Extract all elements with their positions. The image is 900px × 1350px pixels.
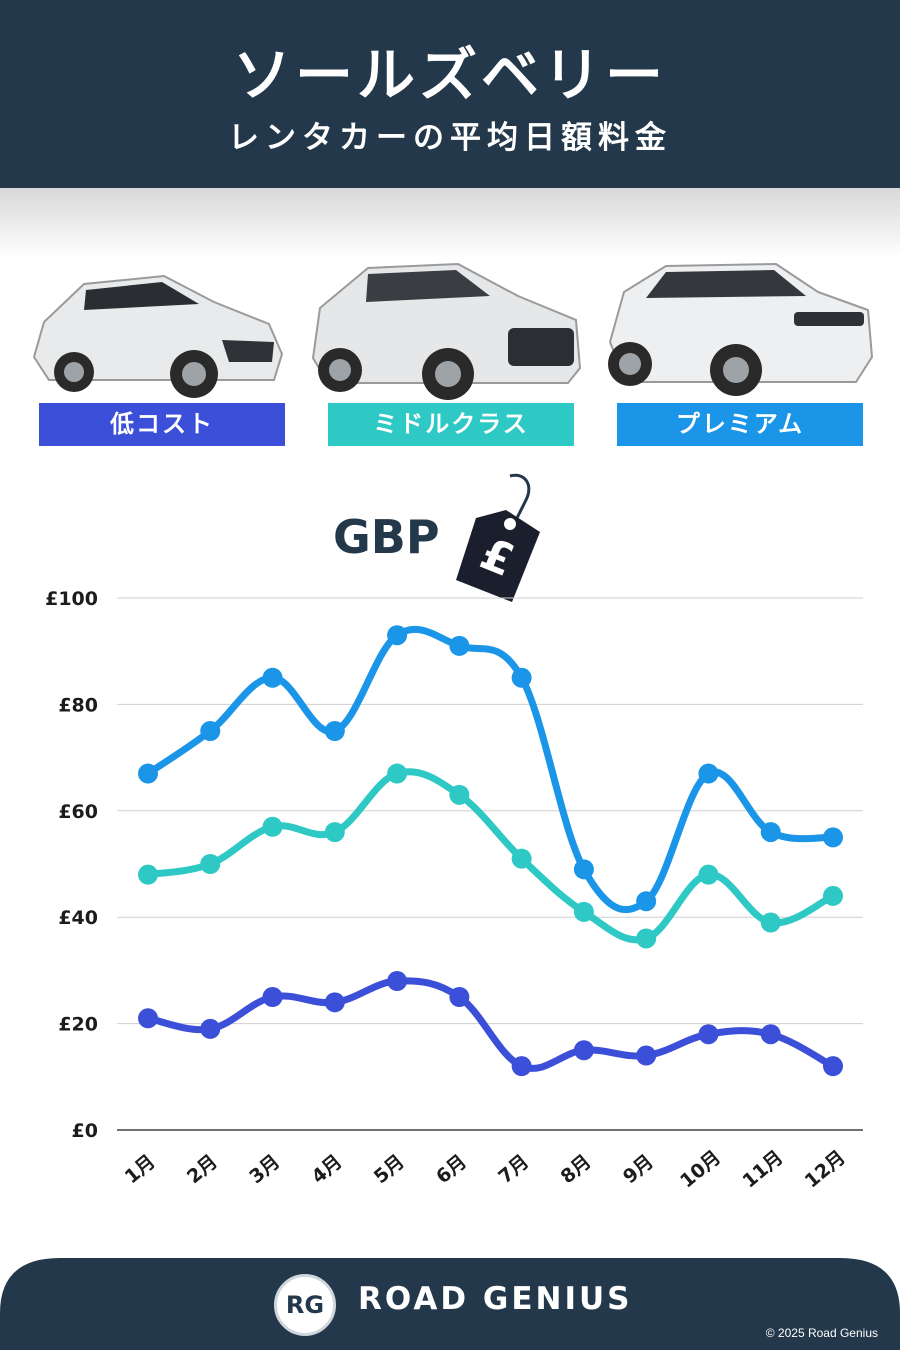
currency-label: GBP [333, 510, 440, 564]
data-point [324, 721, 345, 741]
x-tick-label: 7月 [494, 1151, 533, 1189]
y-tick-label: £60 [58, 801, 98, 823]
header-shadow [0, 188, 900, 258]
data-point [324, 822, 345, 843]
data-point [573, 859, 594, 880]
data-point [511, 848, 532, 869]
data-point [262, 667, 283, 688]
page-title: ソールズベリー [232, 41, 667, 109]
data-point [387, 971, 408, 992]
data-point [823, 827, 843, 848]
brand-name: ROAD GENIUS [358, 1281, 633, 1317]
x-tick-label: 10月 [676, 1146, 725, 1192]
data-point [573, 901, 594, 922]
data-point [200, 721, 221, 741]
y-tick-label: £80 [58, 694, 98, 716]
data-point [449, 784, 470, 805]
data-point [200, 854, 221, 874]
x-tick-label: 11月 [738, 1146, 787, 1192]
data-point [138, 1008, 158, 1029]
y-tick-label: £0 [72, 1120, 98, 1142]
series-line-2 [144, 977, 837, 1072]
x-tick-label: 12月 [801, 1146, 850, 1192]
series-line-0 [144, 625, 837, 914]
data-point [823, 885, 843, 906]
data-point [200, 1018, 221, 1039]
x-tick-label: 8月 [557, 1151, 596, 1189]
line-chart: £0 £20 £40 £60 £80 £100 1月 2月 3月 4月 5月 6月 7月 8月 9月 10月 1… [45, 588, 863, 1192]
series-line-1 [144, 768, 837, 944]
header: ソールズベリー レンタカーの平均日額料金 [0, 0, 900, 188]
premium-suv-car-icon [608, 262, 874, 396]
data-point [324, 992, 345, 1013]
data-point [636, 891, 657, 912]
data-point [449, 987, 470, 1007]
badge-low-cost: 低コスト [39, 403, 285, 446]
data-point [636, 1045, 657, 1066]
suv-car-icon [311, 262, 582, 400]
data-point [511, 667, 532, 688]
x-tick-label: 5月 [370, 1151, 409, 1189]
badge-mid-class: ミドルクラス [328, 403, 574, 446]
page-subtitle: レンタカーの平均日額料金 [228, 120, 672, 156]
data-point [698, 864, 719, 885]
badge-premium: プレミアム [617, 403, 863, 446]
y-tick-label: £100 [45, 588, 98, 610]
road-genius-logo: RG [274, 1274, 336, 1336]
data-point [138, 763, 158, 784]
copyright: © 2025 Road Genius [765, 1326, 878, 1340]
x-tick-label: 4月 [308, 1151, 347, 1189]
hatchback-car-icon [32, 274, 284, 398]
car-images [32, 262, 874, 400]
data-point [698, 763, 719, 784]
x-tick-label: 2月 [183, 1151, 222, 1189]
x-tick-label: 3月 [245, 1151, 284, 1189]
data-point [511, 1056, 532, 1077]
x-tick-label: 9月 [619, 1151, 658, 1189]
x-tick-label: 6月 [432, 1151, 471, 1189]
data-point [636, 928, 657, 949]
y-tick-label: £20 [58, 1014, 98, 1036]
x-tick-label: 1月 [121, 1151, 160, 1189]
data-point [760, 822, 781, 843]
data-point [760, 1024, 781, 1045]
data-point [573, 1040, 594, 1061]
footer [0, 1258, 900, 1350]
data-point [449, 635, 470, 656]
data-point [138, 864, 158, 885]
data-point [823, 1056, 843, 1077]
data-point [387, 625, 408, 646]
data-point [698, 1024, 719, 1045]
data-point [387, 763, 408, 784]
data-point [760, 912, 781, 933]
y-tick-label: £40 [58, 907, 98, 929]
data-point [262, 816, 283, 837]
data-point [262, 987, 283, 1007]
price-tag-icon: £ [456, 473, 540, 602]
